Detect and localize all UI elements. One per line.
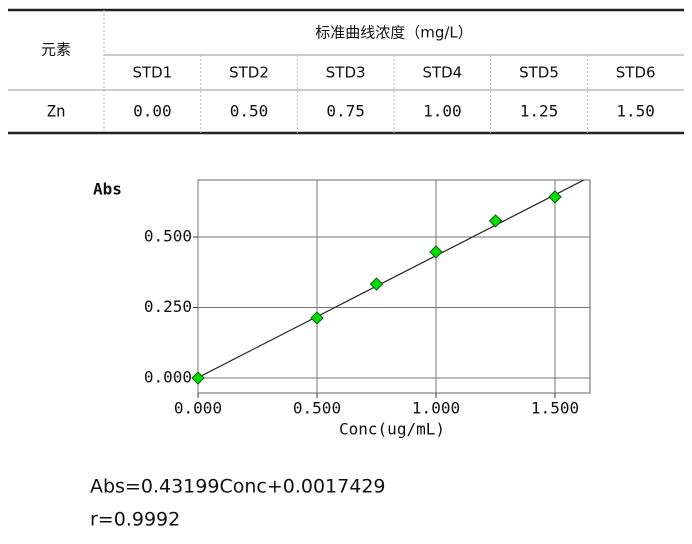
table-cell: 0.50: [230, 102, 269, 121]
data-point: [310, 311, 324, 325]
y-tick-label: 0.250: [144, 297, 192, 316]
y-tick-label: 0.000: [144, 368, 192, 387]
table-cell: 0.75: [326, 102, 365, 121]
table-header: 标准曲线浓度（mg/L）: [315, 24, 473, 42]
column-header: STD1: [132, 64, 172, 82]
data-point: [369, 277, 384, 291]
column-header: STD6: [616, 64, 656, 82]
y-tick-label: 0.500: [144, 226, 192, 245]
table-cell: 1.00: [423, 102, 462, 121]
x-tick-label: 0.500: [293, 399, 341, 418]
table-cell: 1.25: [520, 102, 559, 121]
table-cell: 0.00: [133, 102, 172, 121]
table-header: 元素: [41, 41, 71, 59]
column-header: STD2: [229, 64, 269, 82]
plot-frame: [197, 179, 591, 394]
column-header: STD3: [326, 64, 366, 82]
y-axis-label: Abs: [93, 180, 122, 199]
correlation: r=0.9992: [90, 509, 180, 531]
data-point: [488, 214, 503, 228]
data-point: [429, 245, 443, 259]
column-header: STD5: [519, 64, 559, 82]
data-point: [191, 371, 205, 385]
table-cell: 1.50: [616, 102, 655, 121]
x-tick-label: 1.500: [531, 399, 579, 418]
fit-line: [198, 180, 586, 379]
x-tick-label: 1.000: [412, 399, 460, 418]
x-tick-label: 0.000: [174, 399, 222, 418]
column-header: STD4: [422, 64, 462, 82]
data-point: [548, 190, 562, 204]
fit-line-group: [198, 180, 586, 379]
x-axis-label: Conc(ug/mL): [339, 420, 445, 439]
equation: Abs=0.43199Conc+0.0017429: [90, 476, 386, 498]
table-cell: Zn: [46, 102, 65, 121]
